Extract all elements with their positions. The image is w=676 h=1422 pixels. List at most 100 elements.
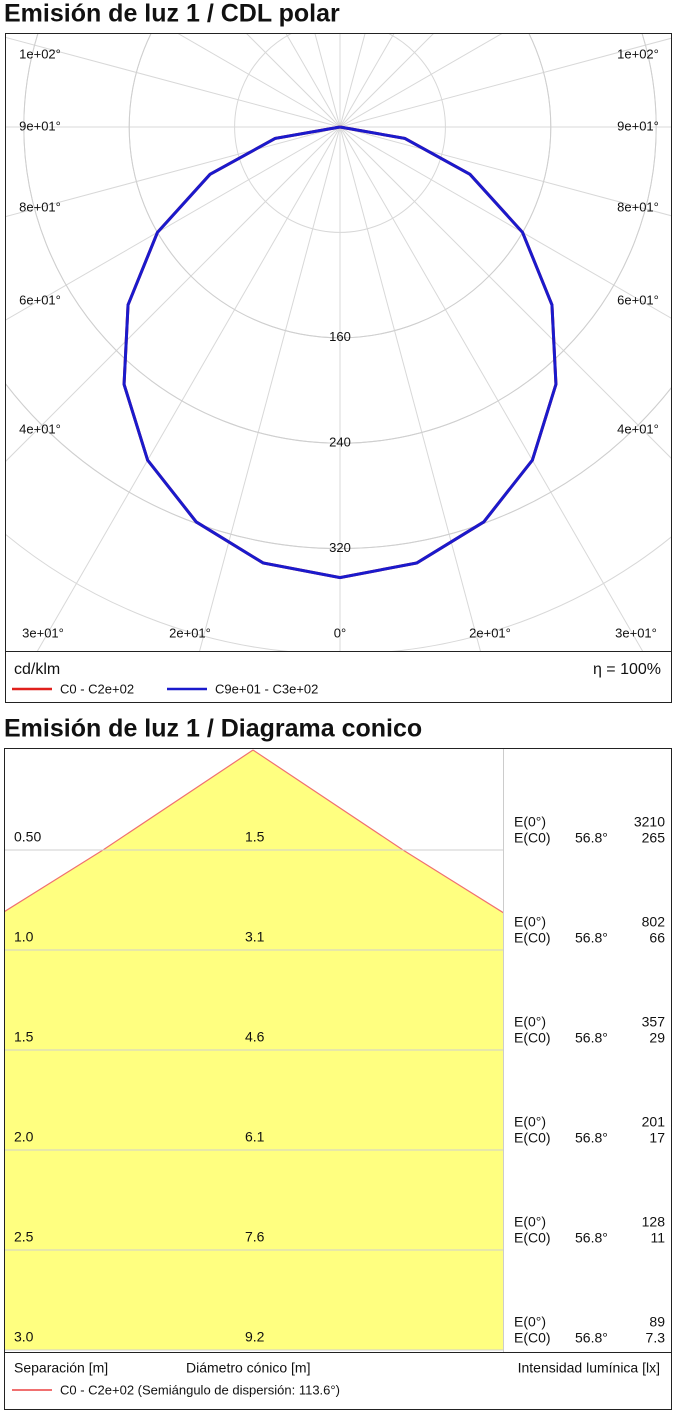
radial-line — [177, 34, 341, 128]
radial-line — [339, 34, 366, 128]
radial-line — [339, 34, 395, 128]
e0-label: E(0°) — [514, 1214, 546, 1230]
ring — [6, 533, 671, 651]
ec0: 29 — [649, 1030, 665, 1046]
legend-label: C9e+01 - C3e+02 — [215, 681, 318, 696]
angle-label: 6e+01° — [19, 292, 61, 307]
ring — [234, 34, 446, 233]
diameter: 7.6 — [245, 1229, 265, 1245]
ec0-label: E(C0) — [514, 1330, 551, 1346]
e0: 3210 — [634, 814, 665, 830]
cone-title: Emisión de luz 1 / Diagrama conico — [4, 715, 422, 743]
ring — [0, 0, 676, 759]
e0: 128 — [642, 1214, 666, 1230]
distance: 0.50 — [14, 829, 41, 845]
radial-line — [339, 126, 671, 217]
angle-label: 2e+01° — [469, 625, 511, 640]
e0-label: E(0°) — [514, 1014, 546, 1030]
radial-line — [339, 34, 434, 128]
angle-label: 9e+01° — [19, 118, 61, 133]
diameter-label: Diámetro cónico [m] — [186, 1360, 310, 1376]
ring-tick — [128, 34, 552, 339]
ec0-label: E(C0) — [514, 1230, 551, 1246]
angle-label: 1e+02° — [19, 46, 61, 61]
e0-label: E(0°) — [514, 814, 546, 830]
angle-label: 8e+01° — [617, 199, 659, 214]
e0-label: E(0°) — [514, 1314, 546, 1330]
angle: 56.8° — [575, 1130, 608, 1146]
polar-frame — [5, 33, 672, 703]
diameter: 3.1 — [245, 929, 265, 945]
illuminance-label: Intensidad lumínica [lx] — [518, 1360, 660, 1376]
angle-label: 3e+01° — [22, 625, 64, 640]
legend-text: C0 - C2e+02 (Semiángulo de dispersión: 1… — [60, 1382, 340, 1397]
distance: 1.5 — [14, 1029, 34, 1045]
diameter: 4.6 — [245, 1029, 265, 1045]
ring — [6, 383, 671, 549]
e0: 802 — [642, 914, 666, 930]
distance: 3.0 — [14, 1329, 34, 1345]
distance-label: Separación [m] — [14, 1360, 108, 1376]
e0-label: E(0°) — [514, 914, 546, 930]
ec0: 7.3 — [646, 1330, 666, 1346]
radial-line — [6, 126, 341, 462]
e0: 357 — [642, 1014, 666, 1030]
angle-label: 1e+02° — [617, 46, 659, 61]
angle: 56.8° — [575, 1230, 608, 1246]
angle-label: 2e+01° — [169, 625, 211, 640]
distance: 2.5 — [14, 1229, 34, 1245]
polar-labels: 160 240 320 1e+02° 9e+01° 8e+01° 6e+01° 4e+01° 3… — [19, 46, 659, 640]
r-tick-label: 160 — [329, 329, 351, 344]
radial-line — [6, 126, 341, 321]
radial-line — [6, 36, 341, 128]
polar-title: Emisión de luz 1 / CDL polar — [4, 0, 340, 28]
angle: 56.8° — [575, 1330, 608, 1346]
distance: 1.0 — [14, 929, 34, 945]
cone-labels: 0.50 1.5 E(0°) 3210 E(C0) 56.8° 265 1.0 3.1 E(0°)… — [14, 814, 665, 1346]
angle: 56.8° — [575, 930, 608, 946]
ring-tick — [6, 383, 671, 549]
r-tick-label: 240 — [329, 435, 351, 450]
angle-label: 3e+01° — [615, 625, 657, 640]
angle: 56.8° — [575, 1030, 608, 1046]
radial-line — [339, 34, 503, 128]
distance: 2.0 — [14, 1129, 34, 1145]
ec0-label: E(C0) — [514, 830, 551, 846]
radial-line — [339, 37, 671, 128]
angle: 56.8° — [575, 830, 608, 846]
ec0-label: E(C0) — [514, 1130, 551, 1146]
unit-label: cd/klm — [14, 661, 60, 678]
r-tick-label: 320 — [329, 540, 351, 555]
efficiency: η = 100% — [593, 661, 661, 678]
radial-line — [6, 126, 341, 218]
radial-line — [339, 126, 671, 459]
ec0: 17 — [649, 1130, 665, 1146]
ec0: 11 — [650, 1230, 665, 1246]
ring-tick — [23, 34, 657, 444]
legend-label: C0 - C2e+02 — [60, 681, 134, 696]
diameter: 6.1 — [245, 1129, 265, 1145]
polar-plot — [0, 0, 676, 759]
e0: 201 — [642, 1114, 666, 1130]
ec0: 66 — [649, 930, 665, 946]
radial-line — [339, 126, 671, 319]
curve — [122, 125, 558, 580]
ec0: 265 — [642, 830, 666, 846]
diameter: 1.5 — [245, 829, 265, 845]
cone-frame — [4, 748, 672, 1410]
angle-label: 9e+01° — [617, 118, 659, 133]
legend: C0 - C2e+02 C9e+01 - C3e+02 — [12, 681, 318, 696]
angle-label: 8e+01° — [19, 199, 61, 214]
e0-label: E(0°) — [514, 1114, 546, 1130]
e0: 89 — [649, 1314, 665, 1330]
diameter: 9.2 — [245, 1329, 265, 1345]
angle-label: 0° — [334, 625, 346, 640]
angle-label: 6e+01° — [617, 292, 659, 307]
angle-label: 4e+01° — [617, 421, 659, 436]
cone-plot — [5, 749, 503, 1351]
ec0-label: E(C0) — [514, 1030, 551, 1046]
ec0-label: E(C0) — [514, 930, 551, 946]
angle-label: 4e+01° — [19, 421, 61, 436]
